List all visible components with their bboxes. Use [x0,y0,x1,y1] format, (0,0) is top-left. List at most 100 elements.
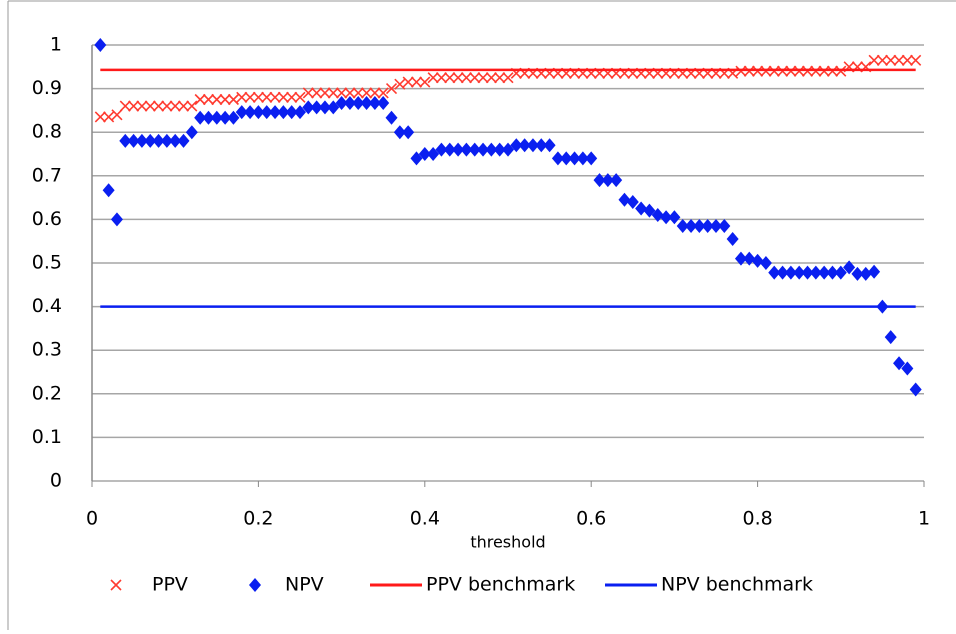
npv-point [468,142,481,157]
ppv-point [344,87,356,99]
npv-point [493,142,506,157]
npv-point [884,330,897,345]
ppv-point [236,91,248,103]
ppv-point [202,93,215,106]
npv-point [660,210,673,225]
ppv-point [269,91,281,103]
npv-point [643,203,656,218]
npv-point [776,265,789,280]
npv-point [909,382,922,397]
npv-point [477,142,490,157]
npv-point [585,151,598,166]
ppv-point [818,65,830,77]
npv-point [718,218,731,233]
x-tick-label: 0.2 [243,508,273,530]
ppv-point [477,72,489,84]
ppv-point [136,100,148,112]
ppv-point [94,111,106,123]
y-tick-label: 0.7 [32,164,62,186]
npv-point [826,265,839,280]
npv-point [410,151,423,166]
npv-point [352,95,365,110]
ppv-point [826,65,839,77]
npv-point [726,232,739,247]
npv-point [818,265,831,280]
y-tick-label: 0.5 [32,252,62,274]
npv-point [676,218,689,233]
npv-point [435,142,448,157]
npv-point [210,110,223,125]
npv-point [119,133,132,148]
x-tick-label: 0.4 [410,508,440,530]
ppv-point [402,76,414,88]
y-tick-label: 0.2 [32,382,62,404]
npv-point [443,142,456,157]
ppv-point [360,87,373,99]
npv-point [160,133,173,148]
ppv-point [352,87,364,99]
ppv-point [760,65,772,77]
ppv-point [336,87,348,99]
ppv-point [910,54,922,66]
npv-point [734,251,747,266]
npv-point [310,100,323,115]
npv-point [277,105,290,120]
npv-point [893,356,906,371]
npv-point [834,265,847,280]
npv-point [393,125,406,140]
npv-point [593,173,606,188]
ppv-point [369,87,381,99]
npv-point [743,251,756,266]
npv-point [485,142,498,157]
ppv-point [460,72,472,84]
legend-label: NPV benchmark [661,574,813,596]
npv-point [427,147,440,161]
npv-point [402,125,415,140]
npv-point [901,361,914,376]
ppv-point [419,76,431,88]
y-tick-label: 0.8 [32,121,62,143]
npv-point [651,208,664,223]
npv-point [710,218,722,233]
ppv-point [128,100,140,112]
npv-point [551,151,564,166]
ppv-point [327,87,339,99]
npv-point [368,95,381,110]
npv-point [418,147,431,161]
npv-point [452,142,465,157]
ppv-point [177,100,190,112]
ppv-point [394,78,406,90]
npv-point [343,95,356,110]
npv-point [568,151,581,166]
npv-point [327,100,340,115]
x-tick-label: 0 [86,508,98,530]
ppv-point [876,54,888,66]
ppv-point [169,100,181,112]
ppv-point [244,91,256,103]
ppv-point [286,91,298,103]
npv-point [385,110,398,125]
npv-point [169,133,182,148]
npv-point [535,138,548,153]
y-tick-label: 0.3 [32,339,62,361]
ppv-point [211,93,223,106]
ppv-point [810,65,822,77]
ppv-point [785,65,797,77]
npv-point [526,138,539,153]
ppv-point [103,111,115,123]
npv-point [202,110,215,125]
npv-point [244,105,257,120]
npv-point [635,201,648,216]
ppv-point [186,100,198,112]
npv-point [219,110,232,125]
npv-point [502,142,514,157]
npv-point [335,95,348,110]
npv-point [377,95,390,110]
npv-point [318,100,331,115]
ppv-point [219,93,231,106]
npv-point [768,265,781,280]
ppv-point [735,65,747,77]
npv-point [302,100,315,115]
npv-point [668,210,681,225]
